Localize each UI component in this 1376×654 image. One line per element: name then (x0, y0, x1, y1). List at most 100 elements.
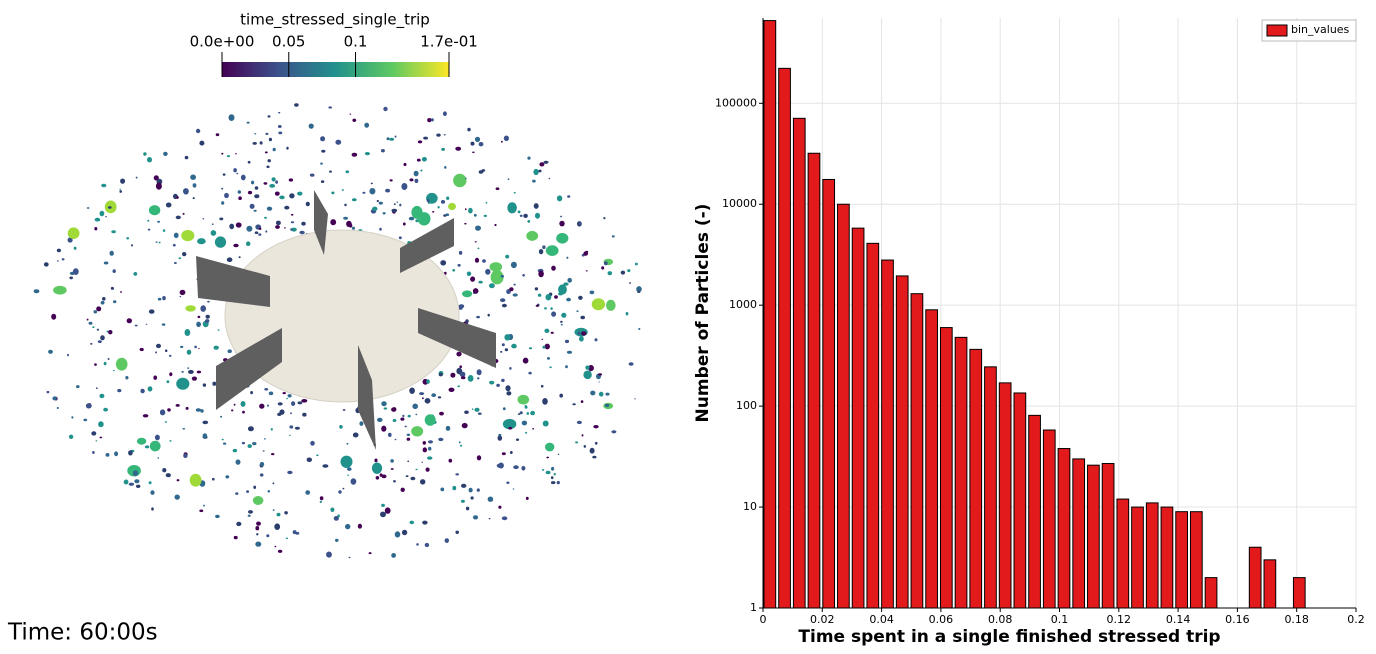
bar (778, 67, 791, 609)
particle (86, 318, 89, 321)
particle (598, 373, 603, 376)
particle (581, 331, 587, 336)
particle (535, 212, 540, 219)
particle (305, 201, 310, 207)
particle (439, 411, 444, 416)
particle (214, 236, 227, 248)
particle (179, 295, 182, 298)
particle (266, 206, 273, 211)
particle (464, 222, 467, 225)
particle (483, 214, 487, 217)
particle (526, 412, 530, 415)
particle (566, 350, 573, 354)
particle (565, 365, 568, 369)
particle (195, 128, 201, 134)
particle (326, 551, 332, 558)
legend-swatch (1266, 24, 1288, 37)
particle (250, 391, 254, 395)
particle (389, 137, 395, 141)
particle (472, 288, 479, 294)
particle (185, 406, 189, 410)
particle (156, 343, 161, 349)
particle (606, 299, 616, 311)
particle (184, 155, 189, 160)
particle (163, 151, 168, 156)
particle (379, 227, 382, 231)
particle (287, 470, 293, 475)
particle (381, 474, 387, 479)
particle (473, 213, 477, 217)
particle (414, 178, 419, 183)
particle (100, 300, 105, 305)
particle (412, 403, 419, 410)
particle (144, 445, 150, 449)
particle (525, 496, 529, 500)
bar (881, 259, 894, 609)
particle (628, 362, 634, 366)
particle (530, 410, 535, 416)
particle (199, 509, 204, 513)
particle (537, 293, 542, 297)
particle (560, 215, 563, 218)
particle (545, 245, 559, 256)
particle (192, 197, 195, 200)
particle (342, 487, 345, 490)
particle (393, 480, 396, 483)
particle (544, 307, 547, 310)
particle (549, 366, 552, 369)
particle (542, 420, 549, 427)
particle (169, 372, 173, 377)
particle (117, 389, 122, 393)
particle (409, 178, 414, 182)
particle (591, 298, 606, 311)
particle (579, 336, 584, 342)
particle (498, 505, 502, 509)
particle (465, 319, 469, 323)
y-tick-label: 1 (750, 601, 757, 614)
particle (221, 187, 224, 190)
particle (394, 135, 397, 138)
particle (550, 331, 554, 334)
particle (478, 142, 484, 147)
particle (408, 216, 415, 221)
particle (328, 106, 333, 109)
particle (533, 203, 539, 209)
x-tick-label: 0.16 (1225, 613, 1250, 626)
particle (542, 245, 546, 249)
particle (246, 490, 250, 493)
particle (507, 178, 510, 181)
particle (263, 438, 266, 440)
particle (275, 180, 278, 184)
particle (407, 414, 411, 418)
particle (346, 442, 349, 445)
particle (235, 222, 242, 228)
bar (1101, 463, 1115, 609)
particle (268, 391, 274, 396)
particle (267, 404, 269, 407)
particle (444, 538, 449, 543)
particle (252, 142, 257, 145)
particle (147, 157, 152, 163)
particle (371, 462, 383, 474)
particle (195, 408, 202, 412)
particle (503, 135, 509, 142)
particle (566, 297, 571, 302)
particle (95, 440, 98, 442)
x-tick-label: 0.02 (810, 613, 835, 626)
particle (417, 140, 423, 144)
particle (539, 162, 545, 167)
y-tick-label: 100000 (715, 96, 757, 109)
particle (634, 398, 636, 400)
particle (559, 393, 563, 398)
particle (321, 149, 326, 153)
particle (485, 268, 491, 275)
particle (352, 226, 355, 230)
particle (368, 552, 372, 555)
particle (157, 457, 160, 459)
particle (126, 237, 130, 240)
bar (866, 242, 880, 609)
particle (67, 227, 80, 239)
particle (560, 320, 563, 323)
particle (275, 220, 281, 226)
particle (496, 383, 500, 387)
